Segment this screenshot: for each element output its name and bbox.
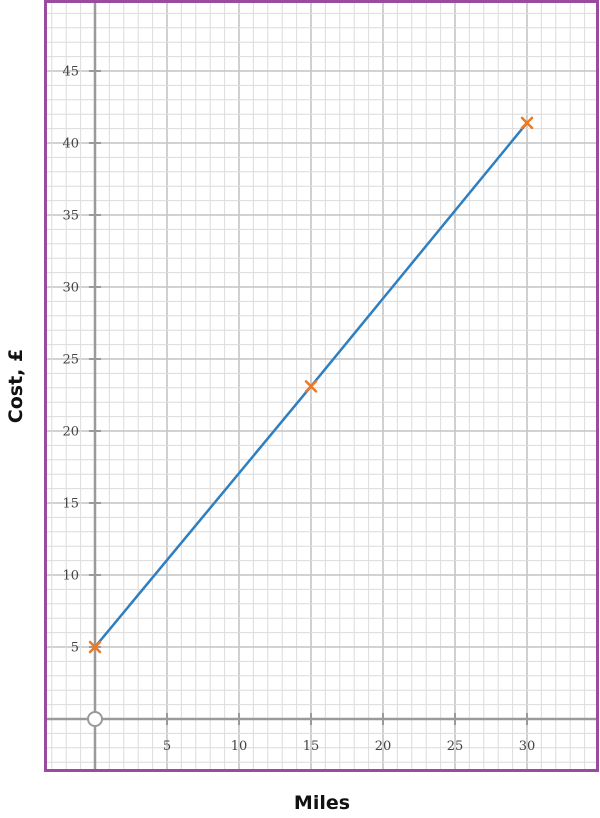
origin-marker xyxy=(87,711,103,727)
x-tick-label: 10 xyxy=(231,739,248,754)
y-tick-label: 15 xyxy=(62,497,79,512)
marker-stroke xyxy=(304,380,318,393)
data-point-marker xyxy=(520,116,534,130)
data-point-marker xyxy=(88,640,102,654)
x-tick-label: 5 xyxy=(163,739,171,754)
x-tick-label: 15 xyxy=(303,739,320,754)
y-tick-label: 30 xyxy=(62,281,79,296)
y-tick-label: 5 xyxy=(71,641,79,656)
y-tick-label: 35 xyxy=(62,209,79,224)
axes xyxy=(47,3,596,769)
y-tick-label: 45 xyxy=(62,65,79,80)
y-tick-label: 10 xyxy=(62,569,79,584)
x-tick-label: 20 xyxy=(375,739,392,754)
x-axis-label: Miles xyxy=(293,792,351,814)
y-tick-label: 20 xyxy=(62,425,79,440)
series xyxy=(88,116,534,654)
marker-stroke xyxy=(88,640,102,654)
y-tick-label: 40 xyxy=(62,137,79,152)
marker-stroke xyxy=(520,116,534,130)
y-tick-label: 25 xyxy=(62,353,79,368)
y-axis-label: Cost, £ xyxy=(5,348,27,424)
tick-labels: 5 10 15 20 25 30 5 10 15 20 25 30 35 40 45 xyxy=(62,65,535,755)
x-tick-label: 25 xyxy=(447,739,464,754)
data-point-marker xyxy=(304,380,318,393)
grid xyxy=(47,3,596,769)
x-tick-label: 30 xyxy=(519,739,536,754)
